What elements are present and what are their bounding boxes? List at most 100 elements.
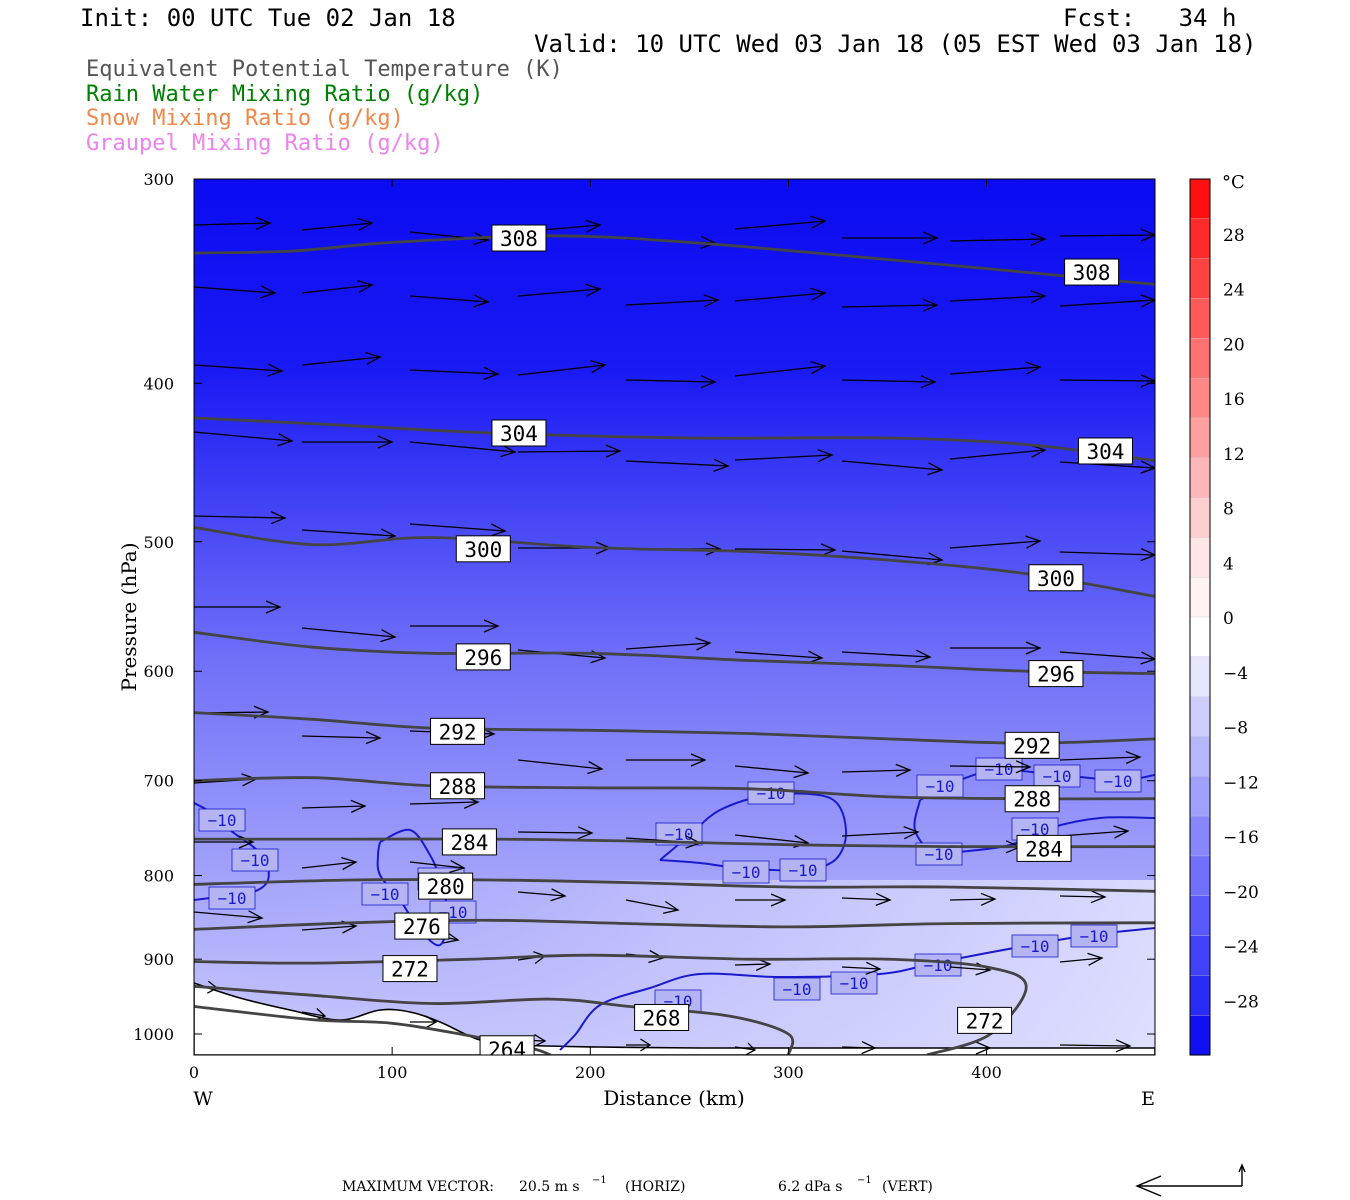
theta-e-label: 300 bbox=[1037, 567, 1075, 591]
y-tick-label: 800 bbox=[143, 867, 174, 886]
theta-e-label: 272 bbox=[966, 1009, 1004, 1033]
x-tick-label: 400 bbox=[971, 1063, 1002, 1082]
wind-vector bbox=[841, 1041, 877, 1055]
theta-e-label-box bbox=[1028, 564, 1084, 592]
isotherm-label: −10 bbox=[789, 861, 818, 880]
colorbar-swatch bbox=[1189, 656, 1211, 698]
isotherm-label: −10 bbox=[1021, 937, 1050, 956]
x-axis-label: Distance (km) bbox=[603, 1086, 745, 1110]
wind-vector bbox=[1059, 460, 1155, 474]
theta-e-label: 268 bbox=[643, 1006, 681, 1030]
isotherm-label: −10 bbox=[840, 974, 869, 993]
wind-vector bbox=[1059, 548, 1155, 562]
theta-e-label-box bbox=[491, 419, 547, 447]
wind-vector bbox=[301, 856, 358, 871]
colorbar-unit: °C bbox=[1222, 172, 1245, 193]
theta-e-label-box bbox=[430, 772, 486, 800]
isotherm-label: −10 bbox=[1043, 767, 1072, 786]
wind-vector bbox=[949, 444, 1047, 460]
colorbar-label: −16 bbox=[1223, 828, 1259, 848]
colorbar-swatch bbox=[1189, 338, 1211, 379]
x-tick-label: 0 bbox=[189, 1063, 199, 1082]
wind-vector bbox=[841, 892, 892, 907]
x-tick-label: 300 bbox=[773, 1063, 804, 1082]
wind-vector bbox=[841, 460, 944, 476]
theta-e-label: 300 bbox=[464, 538, 502, 562]
max-vector-horiz-exp: −1 bbox=[592, 1175, 607, 1186]
colorbar-label: −8 bbox=[1223, 719, 1248, 739]
max-vector-horiz: 20.5 m s bbox=[519, 1179, 580, 1195]
isotherm-label: −10 bbox=[208, 811, 237, 830]
theta-e-label-box bbox=[418, 872, 474, 900]
isotherm-label: −10 bbox=[925, 845, 954, 864]
theta-e-contour-304 bbox=[194, 416, 1155, 462]
isotherm-label-box bbox=[1011, 934, 1059, 958]
wind-vector bbox=[842, 231, 939, 245]
isotherm-label: −10 bbox=[218, 889, 247, 908]
isotherm-label-box bbox=[1094, 769, 1142, 793]
colorbar-swatch bbox=[1189, 736, 1211, 777]
wind-vector bbox=[517, 444, 622, 458]
theta-e-label-box bbox=[1004, 731, 1060, 759]
field-label-graupel: Graupel Mixing Ratio (g/kg) bbox=[86, 131, 444, 156]
wind-vector bbox=[1059, 952, 1104, 966]
wind-vector bbox=[409, 859, 466, 874]
isotherm-label-box bbox=[779, 858, 827, 882]
theta-e-contour-268 bbox=[194, 984, 795, 1055]
wind-vector bbox=[734, 215, 827, 230]
max-vector-vert-unit: (VERT) bbox=[882, 1179, 933, 1195]
wind-vector bbox=[734, 765, 810, 779]
isotherm-minus-10 bbox=[376, 828, 450, 947]
colorbar-swatch bbox=[1189, 258, 1211, 300]
theta-e-label-box bbox=[455, 643, 511, 671]
isotherm-label: −10 bbox=[757, 784, 786, 803]
theta-e-contour-308 bbox=[194, 234, 1155, 286]
colorbar-label: 0 bbox=[1223, 609, 1234, 629]
colorbar-label: 28 bbox=[1223, 226, 1245, 246]
colorbar-swatch bbox=[1189, 218, 1211, 260]
isotherm-label-box bbox=[975, 757, 1023, 781]
theta-e-label-box bbox=[441, 828, 497, 856]
colorbar-swatch bbox=[1189, 696, 1211, 738]
theta-e-label-box bbox=[382, 955, 438, 983]
wind-vector bbox=[734, 287, 827, 302]
wind-vector bbox=[625, 899, 680, 914]
colorbar-label: −20 bbox=[1223, 883, 1259, 903]
max-vector-vert-exp: −1 bbox=[857, 1175, 872, 1186]
wind-vector bbox=[301, 351, 382, 366]
max-vector-horiz-unit: (HORIZ) bbox=[625, 1179, 685, 1195]
isotherm-label: −10 bbox=[371, 885, 400, 904]
wind-vector bbox=[194, 216, 272, 230]
wind-vector bbox=[1059, 294, 1155, 308]
isotherm-label: −10 bbox=[985, 760, 1014, 779]
max-vector-arrow-icon bbox=[1135, 1163, 1246, 1197]
colorbar-label: −12 bbox=[1223, 773, 1259, 793]
isotherm-label-box bbox=[830, 971, 878, 995]
colorbar-swatch bbox=[1189, 298, 1211, 339]
theta-e-contour-272 bbox=[194, 953, 1028, 1055]
wind-vector bbox=[517, 826, 594, 840]
colorbar-swatch bbox=[1189, 616, 1211, 658]
isotherm-label: −10 bbox=[241, 851, 270, 870]
theta-e-label: 292 bbox=[439, 720, 477, 744]
wind-vector bbox=[841, 649, 932, 663]
y-tick-label: 700 bbox=[143, 772, 174, 791]
colorbar-swatch bbox=[1189, 815, 1211, 857]
field-label-theta-e: Equivalent Potential Temperature (K) bbox=[86, 57, 563, 82]
wind-vector bbox=[949, 760, 1032, 774]
wind-vector bbox=[950, 641, 1042, 655]
wind-vector bbox=[949, 535, 1042, 549]
x-axis-west-end: W bbox=[193, 1088, 213, 1110]
wind-vector bbox=[517, 359, 607, 376]
colorbar-label: 20 bbox=[1223, 335, 1245, 355]
isotherm-label-box bbox=[655, 822, 703, 846]
theta-e-label: 304 bbox=[1086, 440, 1124, 464]
wind-vector bbox=[410, 1015, 438, 1029]
field-label-snow: Snow Mixing Ratio (g/kg) bbox=[86, 106, 404, 131]
colorbar-swatch bbox=[1189, 178, 1211, 220]
wind-vector bbox=[626, 753, 707, 767]
plot-frame bbox=[193, 178, 1156, 1056]
y-tick-label: 1000 bbox=[133, 1025, 174, 1044]
wind-vector bbox=[301, 627, 397, 643]
theta-e-label-box bbox=[1004, 785, 1060, 813]
